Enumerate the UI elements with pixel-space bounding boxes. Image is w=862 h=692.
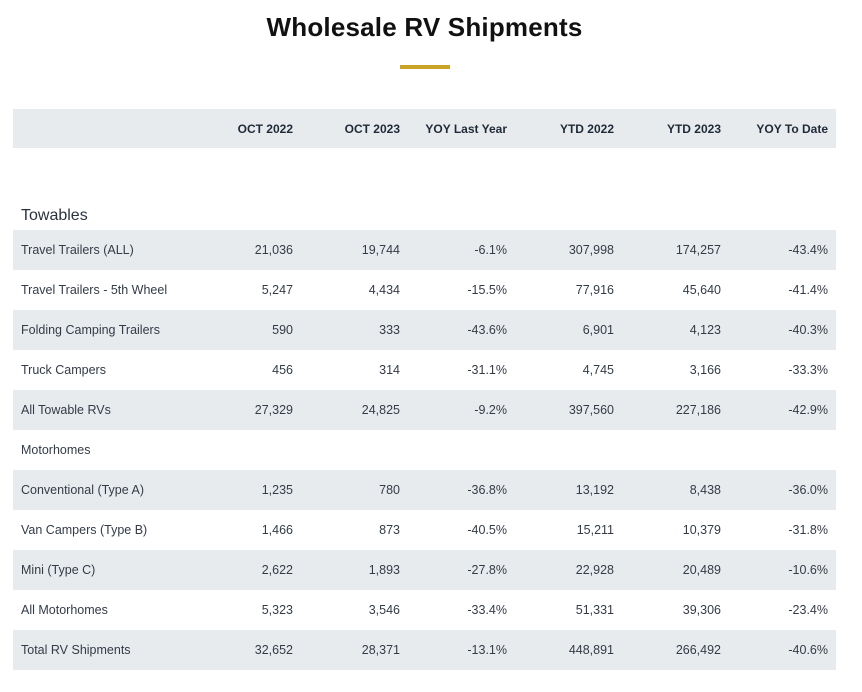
row-label: All Motorhomes xyxy=(21,603,108,617)
cell-ytd-2022: 77,916 xyxy=(575,283,614,297)
row-label: Van Campers (Type B) xyxy=(21,523,148,537)
table-row: Travel Trailers (ALL) 21,036 19,744 -6.1… xyxy=(13,230,836,270)
cell-oct-2023: 333 xyxy=(379,323,400,337)
cell-oct-2022: 21,036 xyxy=(254,243,293,257)
header-cell-oct-2022: OCT 2022 xyxy=(237,121,293,136)
cell-yoy-last-year: -31.1% xyxy=(467,363,507,377)
cell-oct-2023: 1,893 xyxy=(368,563,400,577)
section-towables: Towables xyxy=(13,148,836,230)
cell-yoy-last-year: -33.4% xyxy=(467,603,507,617)
cell-yoy-last-year: -9.2% xyxy=(474,403,507,417)
cell-yoy-last-year: -27.8% xyxy=(467,563,507,577)
cell-oct-2022: 5,323 xyxy=(261,603,293,617)
cell-oct-2023: 780 xyxy=(379,483,400,497)
table-row: All Towable RVs 27,329 24,825 -9.2% 397,… xyxy=(13,390,836,430)
cell-ytd-2022: 51,331 xyxy=(575,603,614,617)
cell-ytd-2023: 45,640 xyxy=(682,283,721,297)
cell-yoy-last-year: -36.8% xyxy=(467,483,507,497)
cell-yoy-to-date: -40.3% xyxy=(788,323,828,337)
cell-oct-2022: 1,466 xyxy=(261,523,293,537)
cell-yoy-to-date: -42.9% xyxy=(788,403,828,417)
row-label: Truck Campers xyxy=(21,363,106,377)
cell-ytd-2022: 13,192 xyxy=(575,483,614,497)
cell-yoy-to-date: -23.4% xyxy=(788,603,828,617)
cell-ytd-2022: 4,745 xyxy=(582,363,614,377)
table-row: Conventional (Type A) 1,235 780 -36.8% 1… xyxy=(13,470,836,510)
row-label: Travel Trailers (ALL) xyxy=(21,243,134,257)
table-header: OCT 2022 OCT 2023 YOY Last Year YTD 2022… xyxy=(13,109,836,148)
cell-yoy-to-date: -36.0% xyxy=(788,483,828,497)
cell-ytd-2022: 448,891 xyxy=(568,643,614,657)
cell-yoy-to-date: -33.3% xyxy=(788,363,828,377)
shipments-table: OCT 2022 OCT 2023 YOY Last Year YTD 2022… xyxy=(13,109,836,670)
cell-ytd-2022: 15,211 xyxy=(576,523,614,537)
header-cell-ytd-2023: YTD 2023 xyxy=(666,121,721,136)
cell-yoy-to-date: -40.6% xyxy=(788,643,828,657)
cell-ytd-2023: 174,257 xyxy=(675,243,721,257)
cell-ytd-2022: 307,998 xyxy=(568,243,614,257)
cell-oct-2022: 5,247 xyxy=(261,283,293,297)
row-label: Travel Trailers - 5th Wheel xyxy=(21,283,168,297)
cell-ytd-2023: 3,166 xyxy=(689,363,721,377)
header-cell-yoy-last-year: YOY Last Year xyxy=(425,121,507,136)
header-cell-oct-2023: OCT 2023 xyxy=(344,121,400,136)
page-title: Wholesale RV Shipments xyxy=(266,12,583,42)
cell-ytd-2023: 39,306 xyxy=(682,603,721,617)
table-row: Truck Campers 456 314 -31.1% 4,745 3,166… xyxy=(13,350,836,390)
cell-oct-2022: 1,235 xyxy=(261,483,293,497)
cell-oct-2023: 314 xyxy=(379,363,400,377)
title-underline xyxy=(400,65,450,69)
cell-ytd-2023: 227,186 xyxy=(675,403,721,417)
cell-ytd-2023: 20,489 xyxy=(682,563,721,577)
cell-yoy-to-date: -43.4% xyxy=(788,243,828,257)
section-label: Motorhomes xyxy=(21,443,91,457)
row-label: Mini (Type C) xyxy=(21,563,96,577)
table-row: All Motorhomes 5,323 3,546 -33.4% 51,331… xyxy=(13,590,836,630)
table-row: Total RV Shipments 32,652 28,371 -13.1% … xyxy=(13,630,836,670)
cell-yoy-last-year: -6.1% xyxy=(474,243,507,257)
cell-yoy-last-year: -43.6% xyxy=(467,323,507,337)
cell-oct-2022: 590 xyxy=(272,323,293,337)
row-label: All Towable RVs xyxy=(21,403,111,417)
cell-oct-2023: 3,546 xyxy=(368,603,400,617)
section-label: Towables xyxy=(21,207,88,224)
cell-yoy-last-year: -13.1% xyxy=(467,643,507,657)
section-motorhomes: Motorhomes xyxy=(13,430,836,470)
table-row: Travel Trailers - 5th Wheel 5,247 4,434 … xyxy=(13,270,836,310)
cell-oct-2022: 27,329 xyxy=(254,403,293,417)
table-row: Van Campers (Type B) 1,466 873 -40.5% 15… xyxy=(13,510,836,550)
cell-oct-2023: 19,744 xyxy=(361,243,400,257)
cell-yoy-last-year: -40.5% xyxy=(467,523,507,537)
table-row: Folding Camping Trailers 590 333 -43.6% … xyxy=(13,310,836,350)
cell-oct-2023: 28,371 xyxy=(361,643,400,657)
cell-oct-2022: 456 xyxy=(272,363,293,377)
row-label: Folding Camping Trailers xyxy=(21,323,160,337)
cell-oct-2022: 32,652 xyxy=(254,643,293,657)
header-cell-yoy-to-date: YOY To Date xyxy=(756,121,828,136)
row-label: Conventional (Type A) xyxy=(21,483,144,497)
cell-ytd-2022: 397,560 xyxy=(568,403,614,417)
cell-ytd-2023: 8,438 xyxy=(689,483,721,497)
cell-yoy-to-date: -31.8% xyxy=(788,523,828,537)
cell-yoy-to-date: -41.4% xyxy=(788,283,828,297)
header-cell-ytd-2022: YTD 2022 xyxy=(559,121,614,136)
cell-oct-2023: 24,825 xyxy=(361,403,400,417)
cell-ytd-2023: 266,492 xyxy=(675,643,721,657)
cell-ytd-2022: 6,901 xyxy=(582,323,614,337)
cell-oct-2023: 4,434 xyxy=(368,283,400,297)
cell-yoy-last-year: -15.5% xyxy=(467,283,507,297)
cell-ytd-2023: 10,379 xyxy=(682,523,721,537)
cell-yoy-to-date: -10.6% xyxy=(788,563,828,577)
table-row: Mini (Type C) 2,622 1,893 -27.8% 22,928 … xyxy=(13,550,836,590)
cell-ytd-2022: 22,928 xyxy=(575,563,614,577)
cell-oct-2023: 873 xyxy=(379,523,400,537)
cell-oct-2022: 2,622 xyxy=(261,563,293,577)
cell-ytd-2023: 4,123 xyxy=(689,323,721,337)
row-label: Total RV Shipments xyxy=(21,643,131,657)
